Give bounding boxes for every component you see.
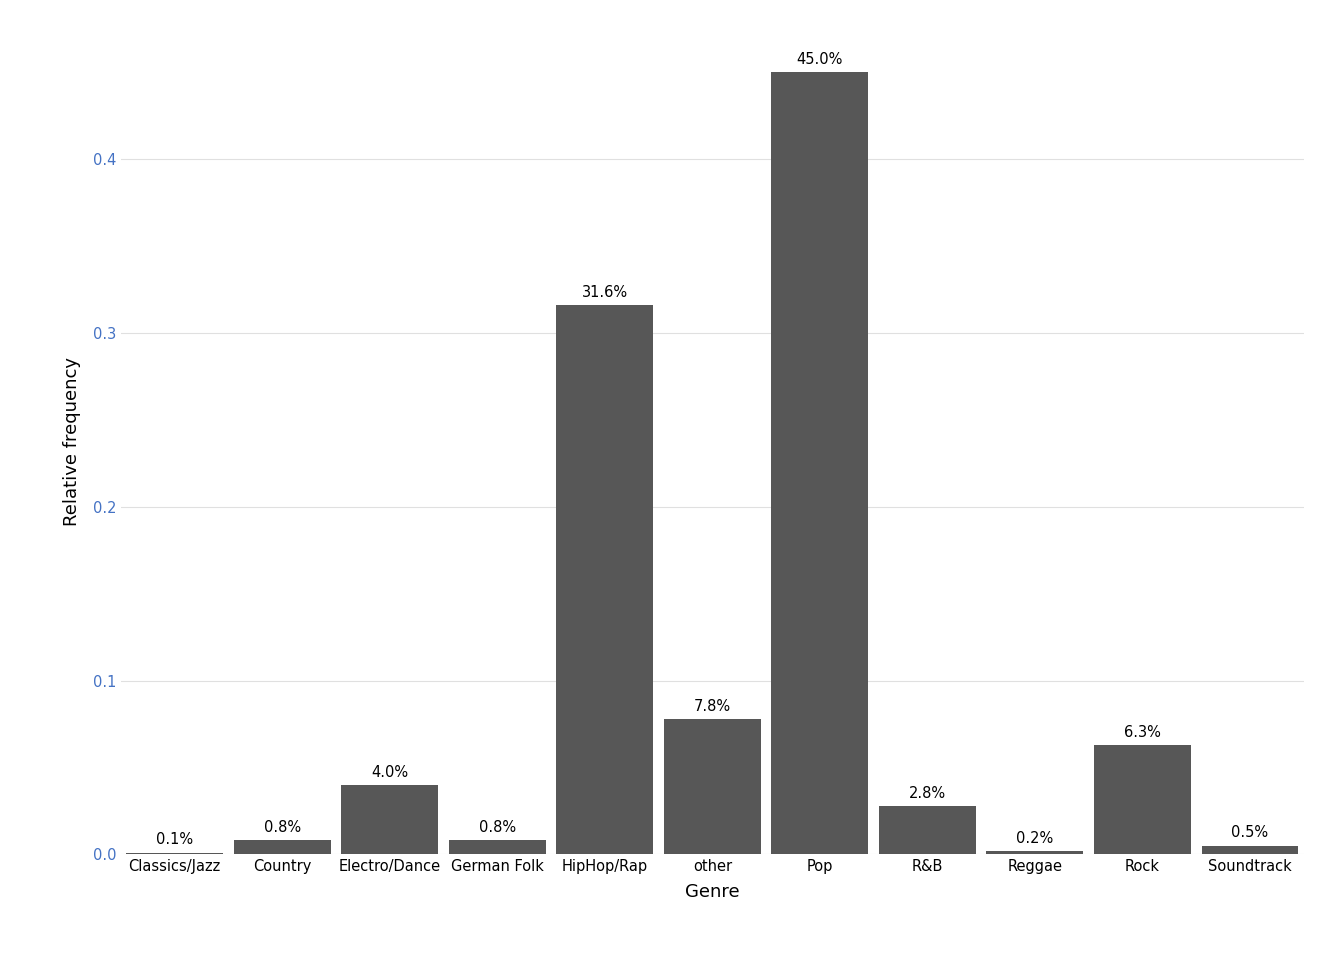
X-axis label: Genre: Genre: [685, 882, 739, 900]
Y-axis label: Relative frequency: Relative frequency: [63, 357, 82, 526]
Text: 0.1%: 0.1%: [156, 832, 194, 848]
Bar: [126, 852, 223, 854]
Bar: [449, 841, 546, 854]
Text: 7.8%: 7.8%: [694, 699, 731, 713]
Text: 0.5%: 0.5%: [1231, 826, 1269, 841]
Text: 2.8%: 2.8%: [909, 785, 946, 801]
Bar: [556, 305, 653, 854]
Text: 0.2%: 0.2%: [1016, 830, 1054, 846]
Bar: [771, 72, 868, 854]
Text: 6.3%: 6.3%: [1124, 725, 1161, 740]
Text: 0.8%: 0.8%: [478, 820, 516, 835]
Bar: [664, 719, 761, 854]
Bar: [879, 805, 976, 854]
Bar: [986, 851, 1083, 854]
Text: 45.0%: 45.0%: [797, 52, 843, 67]
Text: 31.6%: 31.6%: [582, 285, 628, 300]
Bar: [341, 785, 438, 854]
Text: 0.8%: 0.8%: [263, 820, 301, 835]
Bar: [1094, 745, 1191, 854]
Bar: [1202, 846, 1298, 854]
Text: 4.0%: 4.0%: [371, 765, 409, 780]
Bar: [234, 841, 331, 854]
